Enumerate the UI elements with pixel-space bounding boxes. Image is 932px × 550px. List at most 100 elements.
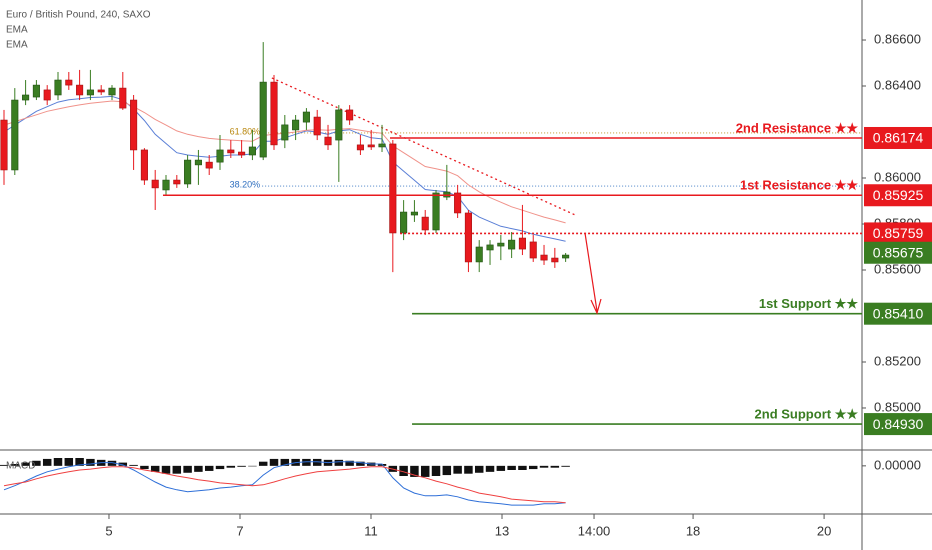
y-tick-label: 0.85200 [874,353,921,368]
macd-histogram-bar [21,462,30,466]
candle-body [529,241,537,259]
macd-histogram-bar [420,465,430,477]
macd-histogram-bar [474,465,484,473]
candle-body [508,239,516,250]
y-tick-label: 0.86600 [874,31,921,46]
indicator-legend: EMA [6,40,28,51]
candle-body [22,94,30,101]
candle-body [11,99,19,171]
candle-body [410,211,418,216]
macd-histogram-bar [150,465,160,472]
macd-histogram-bar [302,458,311,466]
candle-body [119,87,127,109]
y-tick-label: 0.86400 [874,77,921,92]
macd-histogram-bar [496,465,506,471]
macd-histogram-bar [442,465,452,476]
annotation-arrow [584,232,602,315]
candle-body [43,89,51,101]
macd-histogram-bar [485,465,495,472]
candle-body [76,84,84,96]
candle-body [432,192,440,231]
candle-body [324,136,332,146]
macd-histogram-bar [53,458,63,466]
candle-body [32,84,40,98]
macd-histogram-bar [237,465,246,467]
candle-body [400,211,408,234]
macd-histogram-bar [399,465,408,476]
candle-body [562,254,570,259]
price-box-label: 0.85759 [873,225,924,241]
candle-body [518,237,526,250]
macd-histogram-bar [118,462,128,466]
macd-histogram-bar [42,458,52,466]
price-box-label: 0.86174 [873,130,924,146]
macd-histogram-bar [356,461,365,466]
macd-histogram-bar [258,461,268,466]
macd-histogram-bar [539,465,549,468]
chart-title: Euro / British Pound, 240, SAXO [6,10,151,21]
macd-histogram-bar [194,465,203,472]
macd-histogram-bar [226,465,236,468]
candle-body [378,143,386,148]
candle-body [248,146,256,156]
macd-histogram-bar [518,465,527,470]
macd-pane [0,458,570,506]
macd-histogram-bar [507,465,516,470]
candle-body [227,149,235,154]
macd-histogram-bar [10,464,20,466]
axes: 0.866000.864000.860000.858000.856000.852… [105,31,932,538]
fib-label: 38.20% [230,179,261,189]
x-tick-label: 14:00 [578,523,611,538]
candle-body [281,124,289,141]
candle-body [346,109,354,121]
candle-body [497,242,505,247]
level-label: 1st Resistance ★★ [740,178,858,193]
x-tick-label: 5 [105,523,112,538]
candle-body [173,179,181,185]
candle-body [140,149,148,181]
candle-body [475,246,483,263]
candle-body [292,119,300,131]
macd-histogram-bar [280,458,290,466]
macd-histogram-bar [377,464,387,466]
macd-histogram-bar [410,465,419,477]
macd-line [3,461,566,506]
macd-histogram-bar [86,458,95,466]
candle-body [421,216,429,231]
y-tick-label: 0.85000 [874,399,921,414]
macd-histogram-bar [32,460,41,466]
macd-histogram-bar [129,464,138,466]
price-box [864,413,932,436]
x-tick-label: 11 [364,523,378,538]
candle-body [313,116,321,136]
candle-body [356,144,364,151]
candle-body [130,99,138,151]
macd-histogram-bar [140,465,149,470]
macd-histogram-bar [75,458,84,466]
fib-label: 61.80% [230,126,261,136]
candle-body [367,144,375,148]
level-label: 2nd Support ★★ [755,407,859,422]
macd-histogram-bar [172,465,182,474]
candle-body [238,151,246,156]
price-box-label: 0.84930 [873,416,924,432]
candle-body [270,81,278,146]
macd-histogram-bar [453,465,462,474]
candle-body [162,179,170,191]
candle-body [151,179,159,189]
price-box-label: 0.85925 [873,187,924,203]
price-box [864,184,932,207]
candle-body [194,159,202,166]
macd-histogram-bar [464,465,473,474]
candle-body [54,79,62,96]
macd-histogram-bar [215,465,225,470]
macd-histogram-bar [0,464,9,466]
candle-body [302,111,310,123]
indicator-legend: EMA [6,25,28,36]
y-tick-label: 0.00000 [874,457,921,472]
price-box-label: 0.85675 [873,244,924,260]
candle-body [540,254,548,261]
